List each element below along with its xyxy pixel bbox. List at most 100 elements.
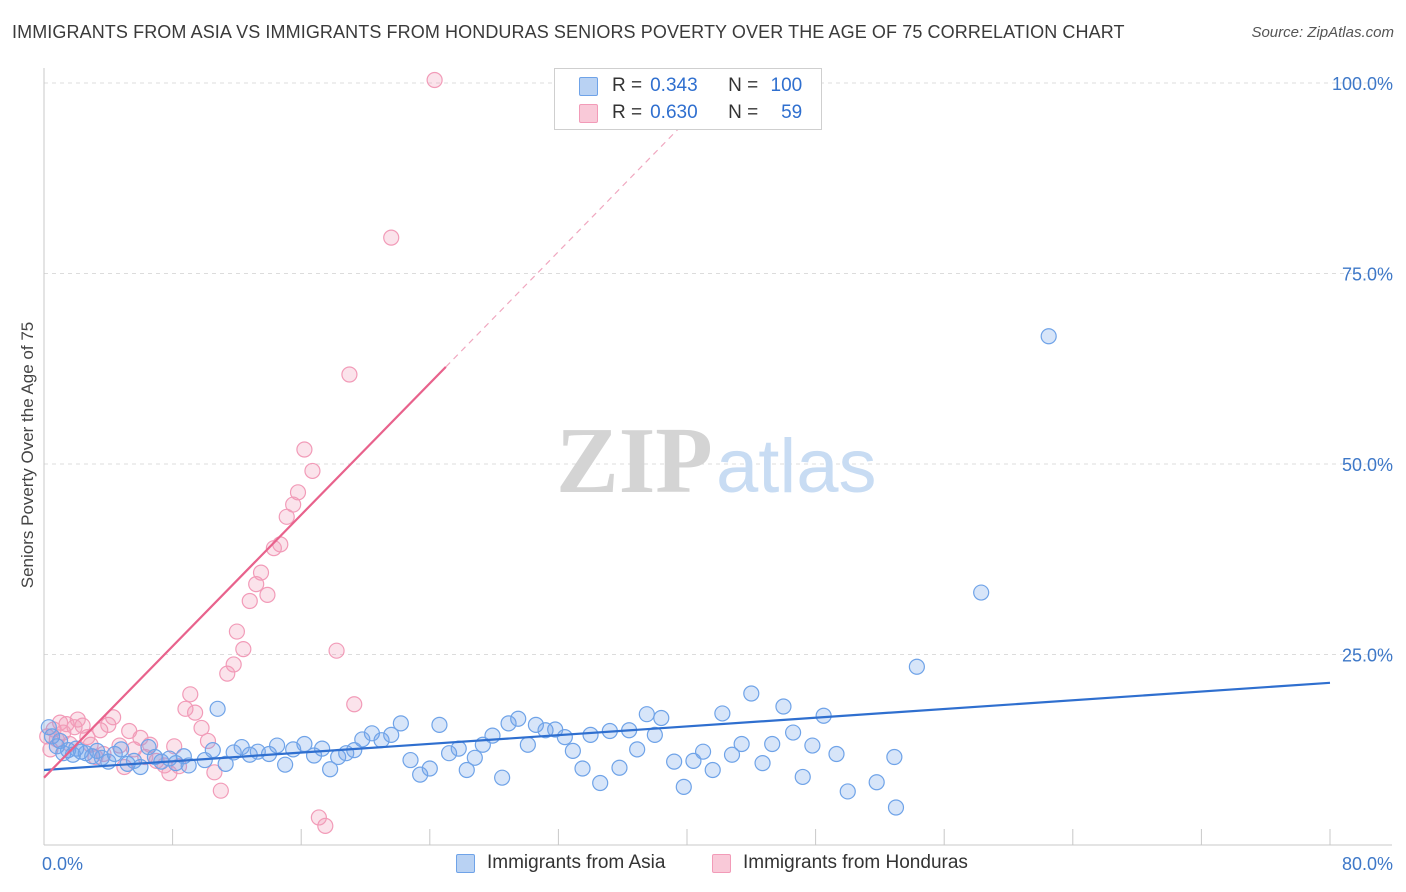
asia-point [868,774,885,791]
honduras-point [289,484,307,501]
asia-point [908,658,925,675]
honduras-n-label: N = [728,102,759,123]
asia-point [510,710,527,727]
asia-point [629,741,646,758]
asia-point [527,716,544,733]
asia-point [322,761,339,778]
asia-point [714,705,731,722]
asia-point [733,735,750,753]
asia-point [638,706,655,723]
honduras-trend-extension [445,94,712,368]
asia-point [775,698,792,715]
honduras-r-value: 0.630 [650,102,698,123]
asia-point [268,737,286,754]
asia-point [494,769,511,786]
asia-point [466,749,483,766]
asia-point [743,685,760,702]
asia-point [421,760,438,777]
y-tick-label: 25.0% [1342,646,1393,666]
asia-point [694,743,712,760]
asia-point [60,742,77,759]
asia-point [675,778,692,795]
honduras-point [105,709,122,726]
honduras-point [341,366,358,383]
honduras-point [187,704,204,721]
honduras-point [317,817,334,834]
asia-point [209,700,226,717]
watermark-zip: ZIP [556,409,713,513]
asia-point [458,761,475,779]
honduras-point [225,656,242,673]
honduras-point [228,623,245,640]
honduras-point [206,764,223,781]
y-tick-label: 50.0% [1342,455,1393,475]
asia-point [217,755,234,773]
honduras-point [219,665,236,682]
asia-point [611,759,628,776]
source-note: Source: ZipAtlas.com [1251,24,1394,41]
honduras-point [383,229,400,246]
asia-point [140,738,157,756]
axes [43,68,1392,846]
asia-points [40,328,1057,816]
legend-honduras-label: Immigrants from Honduras [743,852,968,873]
asia-r-value: 0.343 [650,75,698,96]
asia-point [794,768,811,786]
legend-item-honduras: Immigrants from Honduras [712,852,968,874]
x-tick-label: 0.0% [42,854,83,874]
honduras-point [252,564,270,581]
honduras-point [100,716,117,733]
trend-lines [43,94,1331,779]
asia-point [383,726,400,743]
stats-legend: R = 0.343 N = 100 R = 0.630 N = 59 [554,68,822,130]
asia-point [440,745,458,762]
asia-point [412,766,429,783]
asia-point [431,716,448,733]
asia-point [723,746,741,763]
honduras-point [199,732,217,750]
asia-point [556,729,573,746]
asia-point [519,736,536,753]
asia-point [653,709,670,727]
asia-point [754,755,771,772]
asia-point [43,728,61,745]
asia-point [887,799,905,816]
asia-point [1040,328,1057,345]
y-tick-label: 75.0% [1342,265,1393,285]
asia-point [132,758,149,776]
honduras-point [426,71,443,89]
honduras-point [304,462,321,480]
asia-point [574,760,591,777]
honduras-trend-line [43,366,447,779]
chart-title: IMMIGRANTS FROM ASIA VS IMMIGRANTS FROM … [12,22,1125,42]
asia-point [804,737,821,754]
asia-point [564,742,581,760]
honduras-point [166,738,183,755]
asia-point [839,783,856,800]
asia-point [764,735,781,753]
tick-labels: 25.0% 50.0% 75.0% 100.0% 0.0% 80.0% [42,74,1393,874]
stats-row-asia: R = 0.343 N = 100 [579,73,802,99]
asia-point [886,748,903,766]
stats-row-honduras: R = 0.630 N = 59 [579,100,802,126]
honduras-r-label: R = [612,102,643,123]
asia-point [392,715,409,732]
asia-point [40,719,57,736]
honduras-point [328,642,345,659]
honduras-point [92,722,109,739]
honduras-point [285,496,302,513]
honduras-point [235,641,252,658]
asia-point [113,741,130,758]
asia-point [582,726,599,743]
honduras-point [259,586,276,603]
legend-item-asia: Immigrants from Asia [456,852,665,874]
asia-point [704,761,721,779]
asia-point [354,731,371,748]
asia-point [277,756,294,773]
legend-asia-label: Immigrants from Asia [487,852,666,873]
asia-point [592,774,609,792]
asia-swatch [579,76,598,96]
honduras-point [193,719,210,737]
asia-n-label: N = [728,75,759,96]
